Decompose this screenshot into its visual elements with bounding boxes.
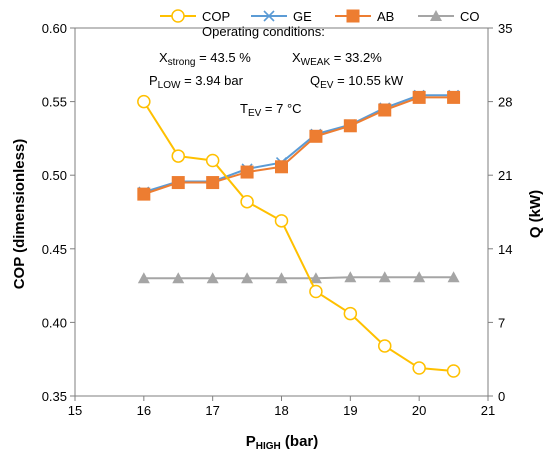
x-axis-title: PHIGH (bar) <box>246 433 319 452</box>
data-point-cop <box>446 364 461 378</box>
data-point-co <box>241 272 254 284</box>
legend-marker-ab <box>346 9 360 23</box>
data-point-ab <box>309 129 323 143</box>
legend-label: COP <box>202 9 230 24</box>
legend-label: AB <box>377 9 394 24</box>
data-point-co <box>413 271 426 283</box>
legend: COP GE AB CO <box>160 9 480 24</box>
data-point-ab <box>171 176 185 190</box>
data-point-co <box>309 272 322 284</box>
legend-marker-ge <box>263 10 275 22</box>
series-cop <box>137 94 461 378</box>
series-line-ge <box>143 94 454 193</box>
series-line-cop <box>142 101 454 372</box>
y-right-tick-label: 14 <box>498 242 512 257</box>
annotation-title: Operating conditions: <box>202 24 325 39</box>
data-point-ab <box>378 103 392 117</box>
x-tick-label: 20 <box>412 403 426 418</box>
data-point-cop <box>240 194 254 209</box>
data-point-ab <box>275 160 288 174</box>
data-point-ab <box>206 176 220 190</box>
y-left-tick-label: 0.40 <box>42 315 67 330</box>
annotations: Operating conditions: Xstrong = 43.5 % X… <box>149 24 404 119</box>
data-point-cop <box>412 361 426 375</box>
annotation-t-ev: TEV = 7 °C <box>240 101 302 119</box>
data-point-cop <box>171 149 185 163</box>
y-left-tick-label: 0.45 <box>42 242 67 257</box>
x-tick-label: 19 <box>343 403 357 418</box>
x-tick-label: 18 <box>274 403 288 418</box>
data-point-cop <box>137 94 151 109</box>
series-line-ab <box>143 96 454 196</box>
x-tick-label: 17 <box>205 403 219 418</box>
axes: 15 16 17 18 19 20 21 0.35 0.40 0.45 0.50 0.55 0.60 0 7… <box>42 21 513 418</box>
data-point-cop <box>205 153 220 168</box>
data-point-co <box>344 271 357 283</box>
data-point-cop <box>274 214 289 228</box>
data-point-cop <box>378 339 392 353</box>
y-left-tick-label: 0.35 <box>42 389 67 404</box>
legend-marker-cop <box>171 9 185 23</box>
y-right-tick-label: 7 <box>498 315 505 330</box>
data-point-co <box>206 272 219 284</box>
data-point-ab <box>240 165 254 179</box>
y-axis-left-title: COP (dimensionless) <box>11 139 28 290</box>
data-point-co <box>447 271 460 283</box>
legend-item-ab: AB <box>335 9 394 24</box>
y-right-tick-label: 35 <box>498 21 512 36</box>
legend-item-co: CO <box>418 9 480 24</box>
annotation-x-strong: Xstrong = 43.5 % <box>159 50 251 68</box>
data-point-ab <box>447 90 461 104</box>
data-point-ab <box>412 90 426 104</box>
y-left-tick-label: 0.55 <box>42 95 67 110</box>
data-point-co <box>137 272 150 284</box>
data-point-co <box>172 272 185 284</box>
data-point-co <box>378 271 391 283</box>
y-axis-right-title: Q (kW) <box>527 190 544 238</box>
legend-label: GE <box>293 9 312 24</box>
series-co <box>137 271 460 284</box>
data-point-ab <box>137 187 151 201</box>
series-line-co <box>143 276 454 280</box>
annotation-p-low: PLOW = 3.94 bar <box>149 73 244 91</box>
annotation-q-ev: QEV = 10.55 kW <box>310 73 404 91</box>
y-left-tick-label: 0.50 <box>42 168 67 183</box>
legend-label: CO <box>460 9 480 24</box>
y-right-tick-label: 0 <box>498 389 505 404</box>
x-tick-label: 15 <box>68 403 82 418</box>
y-left-tick-label: 0.60 <box>42 21 67 36</box>
annotation-x-weak: XWEAK = 33.2% <box>292 50 382 68</box>
data-point-ab <box>343 119 357 133</box>
series-ab <box>137 90 461 201</box>
series-layer <box>137 89 461 378</box>
data-point-cop <box>309 284 323 299</box>
x-tick-label: 16 <box>137 403 151 418</box>
plot-frame <box>74 27 489 397</box>
y-right-tick-label: 28 <box>498 95 512 110</box>
legend-item-cop: COP <box>160 9 230 24</box>
data-point-co <box>275 272 288 284</box>
x-tick-label: 21 <box>481 403 495 418</box>
data-point-cop <box>343 306 358 321</box>
y-right-tick-label: 21 <box>498 168 512 183</box>
legend-marker-co <box>430 10 442 21</box>
legend-item-ge: GE <box>251 9 312 24</box>
